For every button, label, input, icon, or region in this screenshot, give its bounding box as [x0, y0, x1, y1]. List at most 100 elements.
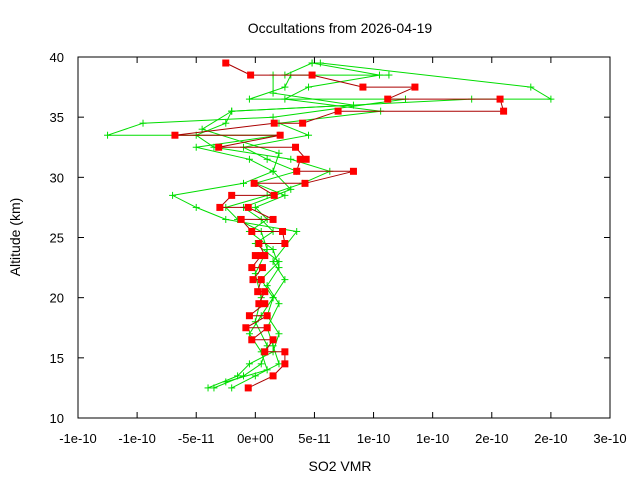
data-point-square	[359, 83, 367, 91]
x-tick-label: 2e-10	[475, 431, 508, 446]
data-point-plus	[263, 366, 271, 374]
data-point-plus	[245, 360, 253, 368]
data-point-plus	[192, 143, 200, 151]
data-point-plus	[349, 101, 357, 109]
data-point-square	[254, 288, 262, 296]
y-tick-label: 30	[50, 170, 64, 185]
data-point-square	[247, 71, 255, 79]
data-point-square	[308, 71, 316, 79]
data-point-square	[292, 143, 300, 151]
data-point-plus	[263, 155, 271, 163]
x-tick-label: 2e-10	[534, 431, 567, 446]
y-tick-label: 40	[50, 50, 64, 65]
data-point-square	[279, 227, 287, 235]
y-tick-label: 10	[50, 411, 64, 426]
data-point-square	[299, 119, 307, 127]
data-point-plus	[222, 378, 230, 386]
data-point-square	[245, 312, 253, 320]
data-point-plus	[305, 131, 313, 139]
data-point-plus	[257, 360, 265, 368]
data-point-plus	[269, 167, 277, 175]
y-axis-label: Altitude (km)	[7, 198, 23, 277]
data-point-plus	[269, 113, 277, 121]
data-point-plus	[269, 89, 277, 97]
data-point-square	[263, 312, 271, 320]
y-axis-ticks: 10 15 20 25 30 35 40	[50, 50, 610, 426]
x-axis-ticks: -1e-10 -1e-10 -5e-11 0e+00 5e-11 1e-10 1e-10 2e…	[59, 57, 627, 446]
y-tick-label: 25	[50, 231, 64, 246]
data-point-square	[411, 83, 419, 91]
data-point-plus	[316, 59, 324, 67]
data-point-square	[281, 240, 289, 248]
data-point-square	[216, 203, 224, 211]
data-point-plus	[251, 203, 259, 211]
x-tick-label: 3e-10	[593, 431, 626, 446]
data-point-square	[269, 336, 277, 344]
series-line	[107, 74, 406, 389]
data-point-plus	[375, 71, 383, 79]
data-point-plus	[245, 330, 253, 338]
y-tick-label: 20	[50, 291, 64, 306]
data-point-plus	[275, 264, 283, 272]
x-tick-label: -5e-11	[178, 431, 215, 446]
data-point-plus	[293, 227, 301, 235]
data-point-plus	[281, 191, 289, 199]
data-point-square	[270, 191, 278, 199]
x-tick-label: 1e-10	[357, 431, 390, 446]
data-point-square	[237, 215, 245, 223]
data-point-square	[244, 384, 252, 392]
data-point-plus	[275, 330, 283, 338]
data-point-plus	[287, 155, 295, 163]
data-point-plus	[287, 185, 295, 193]
data-point-square	[296, 155, 304, 163]
x-tick-label: -1e-10	[118, 431, 156, 446]
data-point-plus	[210, 384, 218, 392]
data-point-plus	[269, 258, 277, 266]
data-point-square	[257, 252, 265, 260]
data-point-plus	[269, 246, 277, 254]
data-point-square	[293, 167, 301, 175]
data-point-square	[261, 252, 269, 260]
data-point-plus	[257, 294, 265, 302]
data-point-square	[248, 264, 256, 272]
data-point-square	[249, 276, 257, 284]
data-point-plus	[228, 107, 236, 115]
x-tick-label: 0e+00	[237, 431, 274, 446]
data-point-square	[255, 300, 263, 308]
data-point-square	[269, 372, 277, 380]
data-point-square	[261, 288, 269, 296]
data-point-square	[222, 59, 230, 67]
data-point-square	[334, 107, 342, 115]
data-point-square	[228, 191, 236, 199]
data-point-square	[244, 203, 252, 211]
data-point-plus	[281, 83, 289, 91]
x-tick-label: 5e-11	[298, 431, 330, 446]
data-point-plus	[139, 119, 147, 127]
data-point-plus	[104, 131, 112, 139]
data-point-plus	[169, 191, 177, 199]
data-point-square	[248, 336, 256, 344]
data-point-plus	[269, 342, 277, 350]
data-point-square	[171, 131, 179, 139]
data-point-plus	[385, 71, 393, 79]
data-point-square	[270, 119, 278, 127]
data-point-plus	[228, 384, 236, 392]
data-point-square	[496, 95, 504, 103]
data-point-square	[349, 167, 357, 175]
data-point-square	[269, 215, 277, 223]
data-point-square	[500, 107, 508, 115]
data-point-plus	[245, 155, 253, 163]
data-point-square	[281, 348, 289, 356]
x-axis-label: SO2 VMR	[308, 458, 371, 474]
data-point-square	[258, 264, 266, 272]
data-point-plus	[281, 95, 289, 103]
data-point-plus	[204, 384, 212, 392]
data-point-plus	[275, 258, 283, 266]
data-point-plus	[275, 300, 283, 308]
data-point-plus	[275, 360, 283, 368]
data-point-square	[215, 143, 223, 151]
data-point-plus	[308, 59, 316, 67]
data-point-plus	[281, 276, 289, 284]
data-point-plus	[275, 149, 283, 157]
